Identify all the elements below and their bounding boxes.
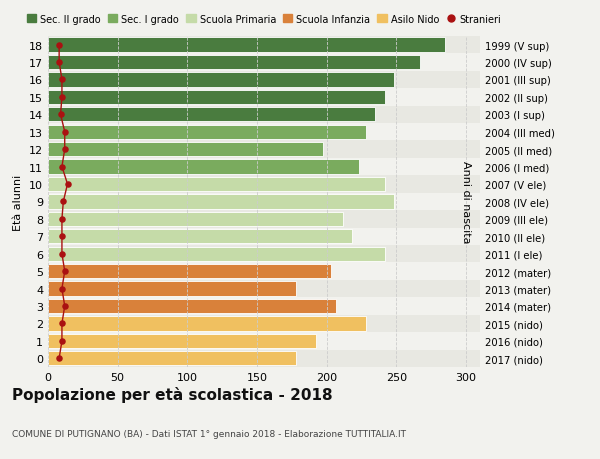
Bar	[48, 297, 480, 315]
Legend: Sec. II grado, Sec. I grado, Scuola Primaria, Scuola Infanzia, Asilo Nido, Stran: Sec. II grado, Sec. I grado, Scuola Prim…	[23, 11, 505, 28]
Bar	[48, 263, 480, 280]
Bar	[48, 246, 480, 263]
Point	[57, 285, 67, 292]
Bar	[48, 212, 343, 226]
Bar	[48, 123, 480, 141]
Bar	[48, 264, 331, 279]
Point	[57, 337, 67, 345]
Point	[60, 146, 70, 153]
Point	[60, 129, 70, 136]
Point	[57, 216, 67, 223]
Bar	[48, 334, 316, 348]
Text: Popolazione per età scolastica - 2018: Popolazione per età scolastica - 2018	[12, 386, 332, 403]
Bar	[48, 108, 376, 122]
Bar	[48, 282, 296, 296]
Bar	[48, 350, 480, 367]
Point	[57, 94, 67, 101]
Bar	[48, 125, 366, 140]
Bar	[48, 299, 337, 313]
Text: COMUNE DI PUTIGNANO (BA) - Dati ISTAT 1° gennaio 2018 - Elaborazione TUTTITALIA.: COMUNE DI PUTIGNANO (BA) - Dati ISTAT 1°…	[12, 429, 406, 438]
Bar	[48, 247, 385, 261]
Bar	[48, 56, 420, 70]
Bar	[48, 317, 366, 331]
Y-axis label: Anni di nascita: Anni di nascita	[461, 161, 470, 243]
Bar	[48, 332, 480, 350]
Point	[55, 355, 64, 362]
Bar	[48, 158, 480, 176]
Point	[57, 320, 67, 327]
Bar	[48, 230, 352, 244]
Bar	[48, 195, 394, 209]
Bar	[48, 352, 296, 366]
Bar	[48, 141, 480, 158]
Point	[56, 112, 65, 119]
Bar	[48, 106, 480, 123]
Y-axis label: Età alunni: Età alunni	[13, 174, 23, 230]
Point	[55, 42, 64, 49]
Bar	[48, 280, 480, 297]
Bar	[48, 37, 480, 54]
Point	[60, 302, 70, 310]
Point	[57, 233, 67, 241]
Point	[60, 268, 70, 275]
Bar	[48, 228, 480, 246]
Bar	[48, 160, 359, 174]
Point	[57, 251, 67, 258]
Point	[63, 181, 73, 188]
Bar	[48, 73, 394, 87]
Point	[59, 198, 68, 206]
Bar	[48, 176, 480, 193]
Bar	[48, 315, 480, 332]
Bar	[48, 54, 480, 72]
Point	[55, 59, 64, 67]
Bar	[48, 178, 385, 192]
Bar	[48, 193, 480, 211]
Point	[57, 77, 67, 84]
Bar	[48, 143, 323, 157]
Bar	[48, 90, 385, 105]
Bar	[48, 38, 445, 52]
Bar	[48, 211, 480, 228]
Bar	[48, 89, 480, 106]
Point	[57, 163, 67, 171]
Bar	[48, 72, 480, 89]
